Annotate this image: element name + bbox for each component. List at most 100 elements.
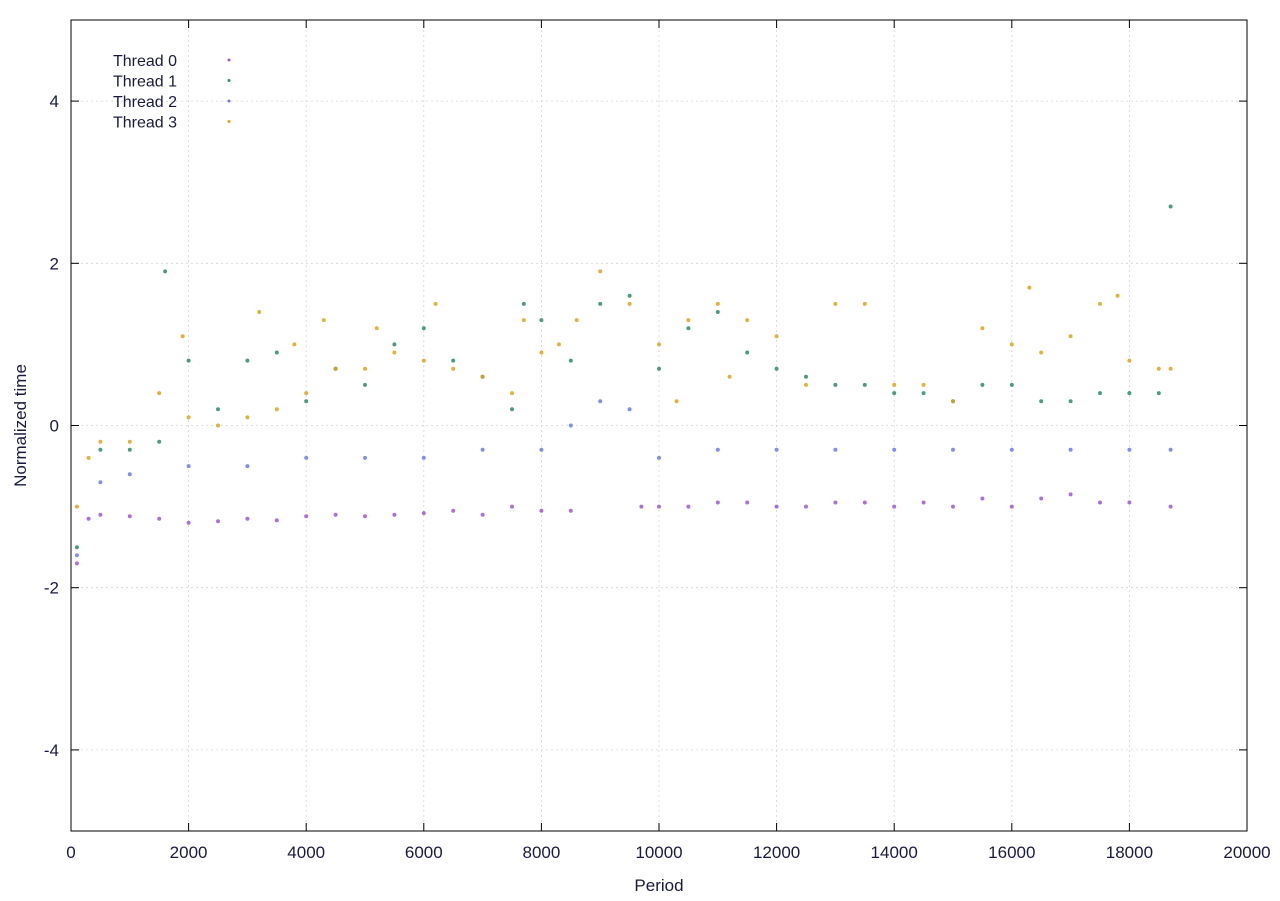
- data-point: [862, 382, 867, 387]
- data-point: [98, 480, 103, 485]
- x-tick-label: 2000: [170, 843, 208, 862]
- data-point: [539, 508, 544, 513]
- data-point: [574, 318, 579, 323]
- data-point: [980, 496, 985, 501]
- data-point: [98, 439, 103, 444]
- data-point: [245, 358, 250, 363]
- data-point: [451, 508, 456, 513]
- data-point: [257, 310, 262, 314]
- data-point: [745, 318, 750, 323]
- data-point: [157, 439, 162, 444]
- x-tick-label: 6000: [405, 843, 443, 862]
- data-point: [657, 366, 661, 371]
- y-tick-label: -4: [44, 741, 59, 760]
- data-point: [1156, 391, 1161, 396]
- data-point: [1068, 399, 1073, 404]
- data-point: [657, 504, 661, 509]
- x-tick-label: 16000: [988, 843, 1035, 862]
- data-point: [686, 318, 691, 323]
- data-point: [1098, 500, 1102, 505]
- data-point: [74, 504, 79, 509]
- data-point: [951, 504, 955, 509]
- data-point: [1168, 504, 1173, 509]
- data-point: [216, 519, 220, 524]
- data-point: [598, 399, 603, 404]
- data-point: [421, 455, 426, 460]
- data-point: [510, 407, 514, 412]
- data-point: [892, 382, 897, 387]
- data-point: [480, 374, 485, 379]
- x-tick-label: 0: [66, 843, 75, 862]
- data-point: [921, 382, 926, 387]
- data-point: [274, 407, 279, 412]
- data-point: [1127, 500, 1132, 505]
- data-point: [686, 504, 691, 509]
- data-point: [510, 391, 514, 396]
- data-point: [1039, 350, 1044, 355]
- data-point: [674, 399, 679, 404]
- data-point: [292, 342, 297, 347]
- series-1: [74, 204, 1173, 550]
- data-point: [1098, 301, 1102, 306]
- data-point: [1127, 358, 1132, 363]
- data-point: [304, 455, 309, 460]
- data-point: [363, 382, 367, 387]
- y-tick-label: 4: [50, 92, 59, 111]
- data-point: [862, 301, 867, 306]
- data-point: [521, 301, 526, 306]
- data-point: [451, 358, 456, 363]
- data-point: [1009, 447, 1014, 452]
- data-point: [686, 326, 691, 331]
- data-point: [1068, 334, 1073, 339]
- data-point: [392, 512, 397, 517]
- data-point: [1009, 342, 1014, 347]
- data-point: [274, 350, 279, 355]
- x-tick-label: 10000: [635, 843, 682, 862]
- data-point: [980, 326, 985, 331]
- x-tick-label: 18000: [1106, 843, 1153, 862]
- data-point: [180, 334, 185, 339]
- data-point: [1168, 366, 1173, 371]
- data-point: [833, 382, 838, 387]
- legend-marker: [227, 58, 231, 62]
- data-point: [127, 472, 132, 477]
- data-point: [363, 366, 367, 371]
- data-point: [1027, 285, 1032, 290]
- data-point: [1115, 293, 1120, 298]
- data-point: [392, 350, 397, 355]
- data-point: [833, 500, 838, 505]
- data-point: [245, 516, 250, 521]
- data-point: [304, 399, 309, 404]
- data-point: [774, 366, 779, 371]
- legend-label: Thread 3: [113, 115, 177, 132]
- data-point: [510, 504, 514, 509]
- tick-labels: 0 2000 4000 6000 8000 10000 12000 14000 16000 180…: [44, 92, 1271, 862]
- data-point: [774, 504, 779, 509]
- data-point: [1068, 492, 1073, 497]
- data-point: [639, 504, 644, 509]
- data-point: [451, 366, 456, 371]
- axes: [70, 19, 1248, 832]
- data-point: [304, 514, 309, 519]
- data-point: [304, 391, 309, 396]
- data-point: [627, 301, 632, 306]
- legend-label: Thread 2: [113, 94, 177, 111]
- data-point: [568, 358, 573, 363]
- x-axis-title: Period: [634, 876, 683, 895]
- data-point: [98, 447, 103, 452]
- data-point: [127, 514, 132, 519]
- series-0: [74, 492, 1173, 566]
- data-point: [657, 455, 661, 460]
- legend-marker: [227, 120, 231, 123]
- data-point: [480, 447, 485, 452]
- data-point: [1127, 391, 1132, 396]
- data-point: [321, 318, 326, 323]
- y-tick-label: 2: [50, 254, 59, 273]
- data-point: [892, 391, 897, 396]
- x-tick-label: 4000: [287, 843, 325, 862]
- x-tick-label: 14000: [871, 843, 918, 862]
- data-point: [86, 516, 91, 521]
- data-points: [74, 204, 1173, 566]
